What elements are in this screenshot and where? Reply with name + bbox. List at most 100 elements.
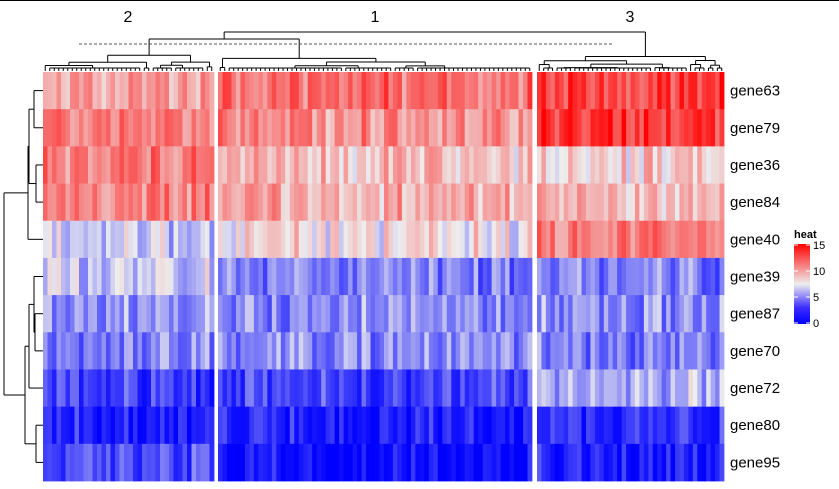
heatmap-cell (316, 295, 322, 333)
heatmap-cell (719, 72, 725, 110)
heatmap-cell (424, 406, 430, 445)
heatmap-cell (79, 295, 84, 333)
heatmap-cell (200, 72, 206, 110)
heatmap-cell (482, 72, 488, 110)
heatmap-cell (79, 220, 84, 259)
heatmap-cell (56, 183, 62, 222)
heatmap-cell (563, 332, 569, 370)
heatmap-cell (334, 109, 340, 147)
heatmap-cell (683, 406, 689, 445)
heatmap-cell (262, 443, 268, 482)
heatmap-cell (43, 295, 48, 333)
heatmap-cell (630, 295, 636, 333)
heatmap-cell (563, 109, 569, 147)
heatmap-cell (626, 295, 631, 333)
heatmap-cell (280, 295, 286, 333)
heatmap-cell (442, 406, 448, 445)
heatmap-cell (706, 220, 712, 259)
heatmap-cell (446, 443, 452, 482)
heatmap-cell (160, 183, 165, 222)
heatmap-cell (469, 257, 475, 296)
heatmap-cell (307, 257, 313, 296)
heatmap-cell (253, 146, 259, 184)
heatmap-cell (719, 332, 725, 370)
heatmap-cell (666, 369, 671, 408)
heatmap-cell (280, 406, 286, 445)
heatmap-cell (419, 369, 425, 408)
heatmap-cell (307, 295, 313, 333)
heatmap-cell (406, 406, 412, 445)
heatmap-cell (433, 72, 439, 110)
heatmap-cell (43, 109, 48, 147)
heatmap-cell (383, 109, 389, 147)
heatmap-cell (370, 257, 376, 296)
heatmap-cell (442, 109, 448, 147)
heatmap-cell (688, 109, 694, 147)
heatmap-cell (523, 183, 528, 222)
heatmap-cell (65, 369, 71, 408)
row-label: gene79 (730, 120, 780, 137)
heatmap-cell (469, 109, 475, 147)
heatmap-cell (235, 146, 241, 184)
heatmap-cell (285, 406, 291, 445)
heatmap-cell (280, 220, 286, 259)
heatmap-cell (666, 109, 671, 147)
heatmap-cell (218, 72, 223, 110)
heatmap-cell (325, 183, 331, 222)
heatmap-cell (70, 332, 75, 370)
heatmap-cell (701, 109, 707, 147)
heatmap-cell (401, 109, 407, 147)
heatmap-cell (88, 72, 93, 110)
heatmap-cell (559, 369, 565, 408)
heatmap-cell (92, 183, 98, 222)
heatmap-cell (142, 146, 147, 184)
heatmap-cell (433, 109, 439, 147)
row-label: gene39 (730, 269, 780, 286)
heatmap-cell (343, 406, 349, 445)
heatmap-cell (446, 295, 452, 333)
heatmap-cell (550, 72, 556, 110)
heatmap-cell (330, 406, 336, 445)
heatmap-cell (83, 109, 89, 147)
heatmap-cell (617, 257, 622, 296)
heatmap-cell (330, 332, 336, 370)
heatmap-cell (209, 183, 215, 222)
heatmap-cell (518, 183, 524, 222)
heatmap-cell (271, 72, 277, 110)
heatmap-cell (683, 257, 689, 296)
heatmap-cell (478, 183, 484, 222)
heatmap-cell (271, 220, 277, 259)
heatmap-cell (312, 109, 318, 147)
heatmap-cell (496, 443, 501, 482)
heatmap-cell (128, 72, 134, 110)
heatmap-cell (379, 146, 385, 184)
heatmap-cell (568, 257, 574, 296)
heatmap-cell (482, 332, 488, 370)
heatmap-cell (133, 109, 138, 147)
heatmap-cell (545, 295, 551, 333)
heatmap-cell (679, 146, 685, 184)
heatmap-cell (518, 72, 524, 110)
heatmap-cell (200, 295, 206, 333)
heatmap-cell (599, 146, 605, 184)
heatmap-cell (101, 109, 107, 147)
heatmap-cell (581, 72, 587, 110)
heatmap-cell (169, 406, 174, 445)
heatmap-cell (710, 183, 716, 222)
heatmap-cell (74, 183, 80, 222)
heatmap-cell (200, 406, 206, 445)
heatmap-cell (151, 146, 156, 184)
heatmap-cell (178, 146, 183, 184)
heatmap-cell (182, 183, 188, 222)
heatmap-cell (303, 183, 309, 222)
heatmap-cell (101, 369, 107, 408)
heatmap-cell (392, 332, 398, 370)
heatmap-cell (401, 183, 407, 222)
heatmap-cell (231, 443, 237, 482)
heatmap-cell (334, 369, 340, 408)
heatmap-cell (692, 146, 698, 184)
heatmap-cell (205, 146, 210, 184)
heatmap-cell (424, 109, 430, 147)
heatmap-cell (666, 443, 671, 482)
heatmap-cell (146, 295, 152, 333)
